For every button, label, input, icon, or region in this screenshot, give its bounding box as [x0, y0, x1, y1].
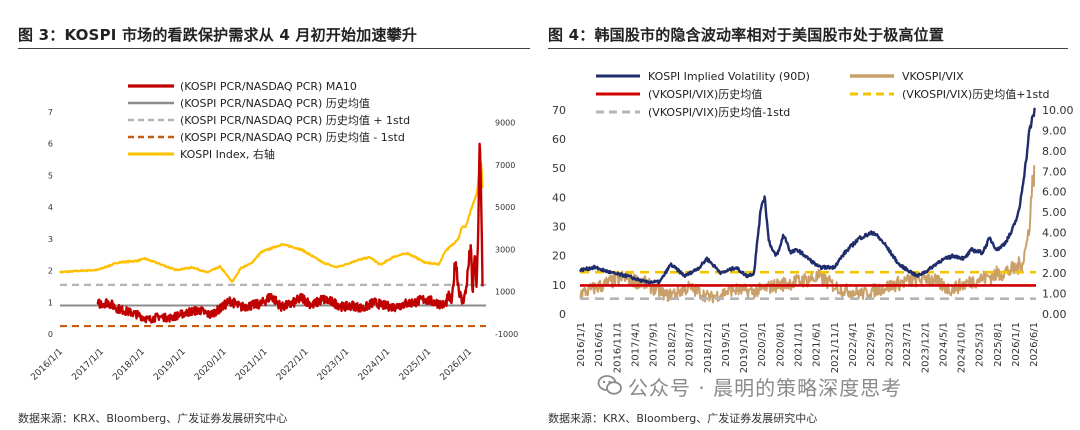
x-tick-label: 2018/2/1	[667, 322, 678, 367]
pcr-ratio-ma10-line	[96, 142, 484, 324]
right-y-tick-label: 6.00	[1042, 186, 1067, 199]
x-tick-label: 2022/9/1	[866, 322, 877, 367]
left-y-tick-label: 50	[552, 162, 566, 175]
x-tick-label: 2018/7/1	[685, 322, 696, 367]
x-tick-label: 2023/2/1	[884, 322, 895, 367]
x-tick-label: 2026/6/1	[1029, 322, 1040, 367]
legend-kospi-iv-label: KOSPI Implied Volatility (90D)	[648, 70, 810, 83]
watermark-text: 公众号 · 晨明的策略深度思考	[628, 376, 903, 400]
right-y-tick-label: 5000	[495, 203, 515, 212]
right-y-tick-label: -1000	[495, 330, 518, 339]
legend-vkospi-vix-label: VKOSPI/VIX	[902, 70, 964, 83]
legend-pcr-ma10-label: (KOSPI PCR/NASDAQ PCR) MA10	[180, 80, 357, 93]
right-y-tick-label: 10.00	[1042, 104, 1074, 117]
legend-minus-1std-label: (VKOSPI/VIX)历史均值-1std	[648, 106, 790, 119]
legend-kospi-index-label: KOSPI Index, 右轴	[180, 147, 275, 161]
legend-mean-label: (KOSPI PCR/NASDAQ PCR) 历史均值	[180, 97, 370, 110]
x-tick-label: 2025/3/1	[975, 322, 986, 367]
left-y-tick-label: 4	[48, 203, 53, 212]
x-tick-label: 2025/8/1	[993, 322, 1004, 367]
left-y-tick-label: 10	[552, 279, 566, 292]
x-tick-label: 2018/12/1	[703, 322, 714, 373]
legend-plus-1std-label: (VKOSPI/VIX)历史均值+1std	[902, 88, 1050, 101]
right-y-tick-label: 8.00	[1042, 145, 1067, 158]
right-y-tick-label: 4.00	[1042, 226, 1067, 239]
legend-plus-1std-label: (KOSPI PCR/NASDAQ PCR) 历史均值 + 1std	[180, 114, 410, 127]
right-y-tick-label: 7000	[495, 161, 515, 170]
x-tick-label: 2024/10/1	[957, 322, 968, 373]
left-y-tick-label: 40	[552, 191, 566, 204]
x-tick-label: 2017/4/1	[630, 322, 641, 367]
x-tick-label: 2017/9/1	[649, 322, 660, 367]
right-source-note: 数据来源：KRX、Bloomberg、广发证券发展研究中心	[548, 412, 818, 425]
left-y-tick-label: 60	[552, 133, 566, 146]
x-tick-label: 2021/11/1	[830, 322, 841, 373]
left-y-tick-label: 3	[48, 235, 53, 244]
legend-minus-1std-label: (KOSPI PCR/NASDAQ PCR) 历史均值 - 1std	[180, 131, 405, 144]
left-y-tick-label: 1	[48, 298, 53, 307]
right-y-tick-label: 9.00	[1042, 125, 1067, 138]
left-y-tick-label: 2	[48, 267, 53, 276]
x-tick-label: 2019/5/1	[721, 322, 732, 367]
x-tick-label: 2022/4/1	[848, 322, 859, 367]
left-source-note: 数据来源：KRX、Bloomberg、广发证券发展研究中心	[18, 412, 288, 425]
x-tick-label: 2021/6/1	[812, 322, 823, 367]
x-tick-label: 2023/12/1	[920, 322, 931, 373]
x-tick-label: 2019/10/1	[739, 322, 750, 373]
right-y-tick-label: 0.00	[1042, 308, 1067, 321]
right-y-tick-label: 2.00	[1042, 267, 1067, 280]
right-title-divider	[548, 48, 1068, 49]
left-y-tick-label: 70	[552, 104, 566, 117]
x-tick-label: 2016/6/1	[594, 322, 605, 367]
wechat-icon	[597, 375, 622, 395]
left-y-tick-label: 20	[552, 250, 566, 263]
x-tick-label: 2020/3/1	[757, 322, 768, 367]
legend-mean-label: (VKOSPI/VIX)历史均值	[648, 88, 762, 101]
right-y-tick-label: 9000	[495, 119, 515, 128]
right-y-tick-label: 7.00	[1042, 165, 1067, 178]
left-y-tick-label: 6	[48, 140, 53, 149]
right-chart-title: 图 4：韩国股市的隐含波动率相对于美国股市处于极高位置	[548, 26, 945, 44]
kospi-index-line	[59, 161, 484, 283]
right-y-tick-label: 1.00	[1042, 288, 1067, 301]
x-tick-label: 2023/7/1	[902, 322, 913, 367]
x-tick-label: 2021/1/1	[794, 322, 805, 367]
x-tick-label: 2020/8/1	[775, 322, 786, 367]
x-tick-label: 2024/5/1	[938, 322, 949, 367]
kospi-implied-vol-line	[578, 107, 1036, 285]
left-y-tick-label: 7	[48, 108, 53, 117]
left-chart-title: 图 3：KOSPI 市场的看跌保护需求从 4 月初开始加速攀升	[18, 26, 418, 44]
left-y-tick-label: 0	[559, 308, 566, 321]
right-y-tick-label: 1000	[495, 288, 515, 297]
right-y-tick-label: 3.00	[1042, 247, 1067, 260]
left-y-tick-label: 30	[552, 221, 566, 234]
x-tick-label: 2016/11/1	[612, 322, 623, 373]
left-y-tick-label: 0	[48, 330, 53, 339]
x-tick-label: 2016/1/1	[576, 322, 587, 367]
left-title-divider	[18, 48, 530, 49]
left-y-tick-label: 5	[48, 171, 53, 180]
right-y-tick-label: 5.00	[1042, 206, 1067, 219]
x-tick-label: 2026/1/1	[1011, 322, 1022, 367]
right-y-tick-label: 3000	[495, 245, 515, 254]
